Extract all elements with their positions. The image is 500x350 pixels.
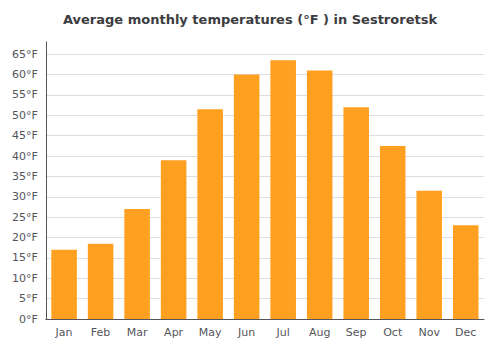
svg-text:10°F: 10°F xyxy=(12,272,38,285)
svg-text:30°F: 30°F xyxy=(12,190,38,203)
svg-text:Mar: Mar xyxy=(127,326,148,339)
svg-text:20°F: 20°F xyxy=(12,231,38,244)
svg-text:60°F: 60°F xyxy=(12,68,38,81)
svg-text:May: May xyxy=(199,326,222,339)
svg-text:Oct: Oct xyxy=(383,326,403,339)
svg-text:0°F: 0°F xyxy=(19,313,38,326)
svg-text:40°F: 40°F xyxy=(12,150,38,163)
svg-text:50°F: 50°F xyxy=(12,109,38,122)
svg-text:Average monthly temperatures (: Average monthly temperatures (°F ) in Se… xyxy=(63,12,437,27)
svg-text:15°F: 15°F xyxy=(12,251,38,264)
svg-text:25°F: 25°F xyxy=(12,211,38,224)
svg-text:Sep: Sep xyxy=(346,326,367,339)
svg-text:Jul: Jul xyxy=(276,326,290,339)
svg-text:65°F: 65°F xyxy=(12,48,38,61)
svg-text:Nov: Nov xyxy=(418,326,440,339)
svg-text:Jun: Jun xyxy=(237,326,255,339)
svg-text:45°F: 45°F xyxy=(12,129,38,142)
svg-text:55°F: 55°F xyxy=(12,88,38,101)
svg-text:Feb: Feb xyxy=(91,326,110,339)
svg-text:Apr: Apr xyxy=(164,326,184,339)
svg-text:Jan: Jan xyxy=(55,326,73,339)
svg-text:Dec: Dec xyxy=(455,326,476,339)
svg-text:Aug: Aug xyxy=(309,326,330,339)
svg-text:35°F: 35°F xyxy=(12,170,38,183)
svg-text:5°F: 5°F xyxy=(19,292,38,305)
